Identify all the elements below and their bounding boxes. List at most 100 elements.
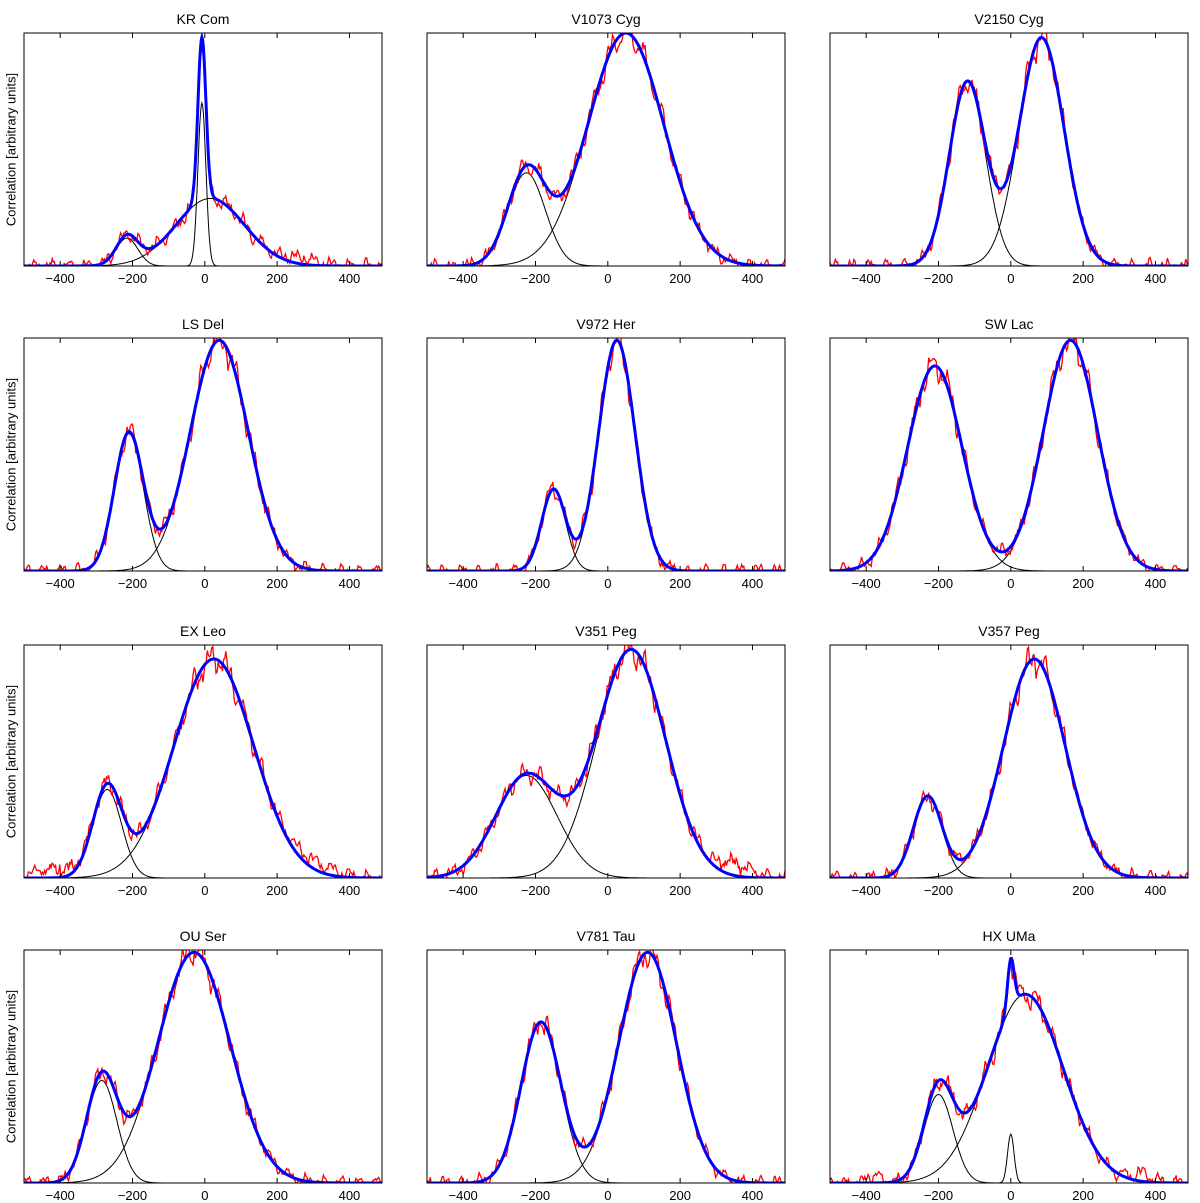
component-curve: [427, 951, 785, 1183]
panel-ls-del: LS Del −400 −200 0 200 400 Correlation [arbitr…: [3, 316, 383, 591]
x-tick-label: −200: [924, 271, 953, 286]
x-tick-label: −200: [521, 1188, 550, 1203]
x-tick-label: 0: [1007, 271, 1014, 286]
component-curve: [24, 100, 382, 266]
panel-title: V972 Her: [576, 316, 635, 332]
fit-line: [24, 657, 382, 878]
x-tick-label: 400: [742, 271, 764, 286]
component-curve: [830, 795, 1188, 878]
x-tick-label: −200: [924, 576, 953, 591]
x-tick-label: 200: [266, 271, 288, 286]
fit-line: [830, 957, 1188, 1183]
panel-v1073-cyg: V1073 Cyg −400 −200 0 200 400: [426, 11, 786, 286]
axes-frame: [426, 949, 786, 1184]
x-tick-label: 400: [339, 271, 361, 286]
x-tick-label: 0: [201, 1188, 208, 1203]
x-tick-label: 200: [1072, 576, 1094, 591]
x-tick-label: 0: [201, 271, 208, 286]
observed-correlation-line: [427, 338, 785, 571]
observed-correlation-line: [830, 645, 1188, 878]
x-tick-label: 0: [1007, 1188, 1014, 1203]
panel-v781-tau: V781 Tau−400−2000200400Radial velocity […: [426, 928, 786, 1203]
x-tick-label: −400: [852, 1188, 881, 1203]
panel-kr-com: KR Com −400 −200 0 200 400 Correlation [arbitr…: [3, 11, 383, 286]
x-tick-label: 200: [1072, 271, 1094, 286]
x-tick-label: 0: [1007, 576, 1014, 591]
x-tick-label: 200: [266, 883, 288, 898]
panel-title: HX UMa: [983, 928, 1036, 944]
component-curve: [830, 1133, 1188, 1183]
component-curve: [830, 81, 1188, 266]
observed-correlation-line: [428, 33, 785, 266]
axes-frame: [426, 32, 786, 267]
x-tick-label: 400: [339, 576, 361, 591]
x-tick-label: 200: [266, 1188, 288, 1203]
observed-correlation-line: [830, 963, 1188, 1183]
component-curve: [427, 488, 785, 571]
component-curve: [830, 993, 1188, 1183]
component-curve: [427, 775, 785, 878]
x-tick-label: −400: [449, 883, 478, 898]
panel-hx-uma: HX UMa−400−2000200400Radial velocity [km…: [829, 928, 1189, 1203]
x-tick-label: −400: [46, 271, 75, 286]
observed-correlation-line: [28, 45, 382, 266]
panel-v351-peg: V351 Peg −400 −200 0 200 400: [426, 623, 786, 898]
fit-line: [24, 338, 382, 571]
x-tick-label: 400: [742, 576, 764, 591]
x-tick-label: −200: [924, 883, 953, 898]
x-tick-label: −200: [118, 271, 147, 286]
x-tick-label: −200: [521, 883, 550, 898]
observed-correlation-line: [427, 950, 783, 1183]
x-tick-label: −400: [46, 1188, 75, 1203]
axes-frame: [829, 949, 1189, 1184]
component-curve: [24, 1080, 382, 1183]
y-axis-label: Correlation [arbitrary units]: [3, 685, 18, 838]
x-tick-label: 200: [669, 576, 691, 591]
panel-title: V1073 Cyg: [571, 11, 640, 27]
panel-v357-peg: V357 Peg −400 −200 0 200 400: [829, 623, 1189, 898]
panel-title: OU Ser: [180, 928, 227, 944]
observed-correlation-line: [24, 645, 382, 878]
component-curve: [24, 658, 382, 878]
x-tick-label: −200: [521, 576, 550, 591]
y-axis-label: Correlation [arbitrary units]: [3, 378, 18, 531]
x-tick-label: 400: [742, 1188, 764, 1203]
axes-frame: [829, 32, 1189, 267]
axes-frame: [23, 32, 383, 267]
x-tick-label: −400: [852, 883, 881, 898]
panel-title: KR Com: [177, 11, 230, 27]
observed-correlation-line: [830, 33, 1188, 266]
component-curve: [24, 197, 382, 266]
x-tick-label: −400: [449, 1188, 478, 1203]
fit-line: [24, 33, 382, 266]
axes-frame: [426, 644, 786, 879]
component-curve: [24, 432, 382, 571]
panel-title: EX Leo: [180, 623, 226, 639]
axes-frame: [829, 337, 1189, 572]
fit-line: [427, 950, 785, 1183]
axes-frame: [829, 644, 1189, 879]
x-tick-label: 400: [339, 883, 361, 898]
x-tick-label: 0: [604, 1188, 611, 1203]
axes-frame: [23, 644, 383, 879]
x-tick-label: −400: [449, 576, 478, 591]
fit-line: [24, 950, 382, 1183]
x-tick-label: 200: [266, 576, 288, 591]
x-tick-label: 0: [1007, 883, 1014, 898]
x-tick-label: 400: [1145, 576, 1167, 591]
x-tick-label: 0: [604, 271, 611, 286]
x-tick-label: 400: [1145, 1188, 1167, 1203]
x-tick-label: −200: [118, 576, 147, 591]
panel-title: V357 Peg: [978, 623, 1040, 639]
axes-frame: [426, 337, 786, 572]
panel-sw-lac: SW Lac −400 −200 0 200 400: [829, 316, 1189, 591]
x-tick-label: −400: [46, 576, 75, 591]
x-tick-label: −400: [852, 576, 881, 591]
fit-line: [830, 338, 1188, 571]
x-tick-label: 0: [604, 576, 611, 591]
x-tick-label: −400: [852, 271, 881, 286]
x-tick-label: 200: [669, 1188, 691, 1203]
panel-v972-her: V972 Her −400 −200 0 200 400: [426, 316, 786, 591]
panel-title: LS Del: [182, 316, 224, 332]
